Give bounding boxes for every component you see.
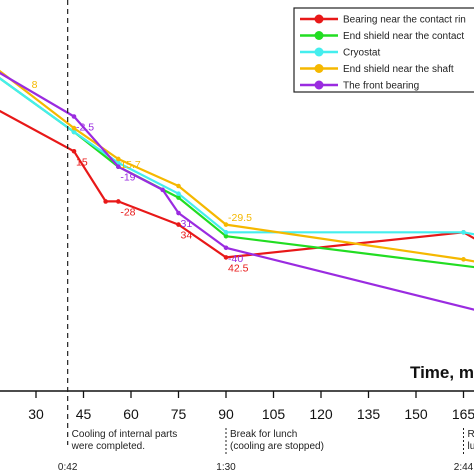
series-2-point-1 (71, 129, 77, 135)
series-2-point-3 (176, 191, 181, 197)
series-layer (0, 69, 474, 311)
annotation-2-line-1: lun (468, 441, 474, 452)
series-4-point-5 (223, 245, 229, 251)
annotation-2-line-0: Re (468, 429, 474, 440)
series-4-point-3 (160, 187, 165, 193)
x-tick-label-2: 60 (123, 406, 139, 422)
data-label-4-1: -2.5 (76, 122, 94, 134)
series-4-point-2 (116, 164, 121, 169)
x-tick-label-1: 45 (76, 406, 92, 422)
annotation-0-line-0: Cooling of internal parts (72, 429, 178, 440)
x-tick-label-9: 165 (452, 406, 474, 422)
data-label-4-3: 31 (181, 218, 193, 230)
series-3-point-2 (116, 156, 121, 162)
series-0-point-3 (116, 199, 121, 204)
series-2-point-5 (461, 230, 466, 235)
legend-label-3: End shield near the shaft (343, 64, 454, 75)
x-tick-label-8: 150 (404, 406, 428, 422)
data-label-3-1: 15.7 (120, 159, 141, 171)
legend-label-1: End shield near the contact (343, 31, 464, 42)
legend-swatch-marker-1 (314, 31, 324, 40)
annotation-1-line-1: (cooling are stopped) (230, 441, 324, 452)
annotation-0-time: 0:42 (58, 462, 78, 473)
x-tick-layer: 30 45 60 75 90 105 120 135 150 165 (28, 391, 474, 422)
series-3-point-1 (71, 125, 77, 131)
legend-entries: Bearing near the contact rin End shield n… (300, 14, 466, 92)
data-label-3-0: 8 (32, 79, 38, 91)
annotation-1-time: 1:30 (216, 462, 236, 473)
x-tick-label-6: 120 (309, 406, 333, 422)
data-label-0-3: 34 (181, 230, 193, 242)
legend-swatch-marker-3 (314, 64, 324, 73)
annotation-0-line-1: were completed. (71, 441, 145, 452)
series-line-0 (0, 109, 474, 259)
x-tick-label-7: 135 (357, 406, 381, 422)
legend-swatch-marker-0 (314, 14, 324, 24)
series-0-point-2 (103, 199, 108, 204)
series-3-point-4 (223, 222, 229, 227)
x-tick-label-4: 90 (218, 406, 234, 422)
series-3-point-5 (461, 257, 466, 262)
legend-box (293, 7, 474, 93)
legend-label-0: Bearing near the contact rin (343, 15, 466, 26)
series-0-point-4 (176, 222, 181, 227)
annotation-2-time: 2:44 (454, 462, 474, 473)
series-2-point-4 (223, 230, 229, 235)
series-4-point-4 (176, 210, 181, 216)
x-tick-label-5: 105 (262, 406, 286, 422)
legend-swatch-marker-2 (314, 47, 324, 57)
legend-label-2: Cryostat (343, 48, 380, 59)
data-label-3-2: -29.5 (228, 212, 252, 224)
data-label-0-1: 15 (76, 156, 88, 168)
x-axis-title: Time, m (410, 363, 474, 382)
series-0-point-5 (223, 255, 229, 260)
series-3-point-3 (176, 183, 181, 189)
legend-label-4: The front bearing (343, 81, 419, 92)
legend: Bearing near the contact rin End shield n… (293, 7, 474, 93)
series-1-point-3 (176, 195, 181, 200)
series-4-point-1 (71, 114, 77, 119)
data-label-4-4: -40 (228, 253, 243, 265)
data-label-0-2: -28 (120, 206, 135, 218)
data-label-0-4: 42.5 (228, 262, 249, 274)
x-tick-label-0: 30 (28, 406, 44, 422)
series-0-point-1 (71, 148, 77, 154)
legend-swatch-marker-4 (314, 80, 324, 90)
x-tick-label-3: 75 (171, 406, 187, 422)
data-label-4-2: -19 (120, 172, 135, 184)
series-1-point-4 (223, 233, 229, 239)
annotation-1-line-0: Break for lunch (230, 429, 297, 440)
